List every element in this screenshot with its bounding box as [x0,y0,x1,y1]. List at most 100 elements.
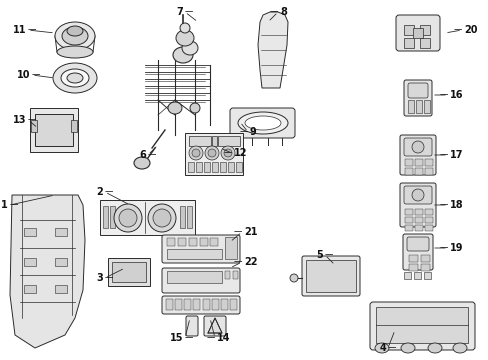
Polygon shape [10,195,85,348]
Bar [419,25,429,35]
Text: —: — [148,150,156,159]
Text: 15: 15 [169,333,183,343]
Bar [403,272,410,279]
FancyBboxPatch shape [369,302,474,350]
Bar [189,238,197,246]
Bar [408,255,417,262]
Text: 10: 10 [17,70,30,80]
Bar [415,100,421,113]
Text: —: — [105,188,113,197]
Bar [212,136,217,146]
FancyBboxPatch shape [302,256,359,296]
Bar [414,159,422,166]
Bar [184,133,243,175]
FancyBboxPatch shape [406,237,428,251]
Ellipse shape [190,103,200,113]
Text: 11: 11 [13,25,26,35]
Bar [424,209,432,215]
Bar [232,271,238,279]
Ellipse shape [148,204,176,232]
Ellipse shape [134,157,150,169]
FancyBboxPatch shape [162,268,240,293]
Ellipse shape [374,343,388,353]
Text: 7: 7 [176,7,183,17]
Text: 20: 20 [463,25,476,35]
Ellipse shape [411,141,423,153]
Bar [229,299,237,310]
Bar [221,299,227,310]
Ellipse shape [180,23,190,33]
Bar [305,260,355,292]
Bar [112,262,146,282]
Text: 8: 8 [280,7,286,17]
Bar [203,162,209,172]
Bar [35,114,73,146]
Text: —: — [184,8,193,17]
Ellipse shape [427,343,441,353]
Bar [424,168,432,175]
Bar [30,108,78,152]
Bar [404,225,412,231]
Bar [375,307,467,343]
Bar [202,299,209,310]
Bar [414,225,422,231]
Bar [224,271,229,279]
Bar [24,228,36,236]
Bar [414,209,422,215]
Bar [196,162,202,172]
Bar [165,299,173,310]
FancyBboxPatch shape [162,296,240,314]
Bar [407,100,413,113]
Text: 9: 9 [249,127,256,137]
Bar [103,206,108,228]
FancyBboxPatch shape [399,135,435,175]
Text: —: — [233,257,242,266]
Text: —: — [10,201,19,210]
Bar [187,162,194,172]
Text: 4: 4 [379,343,385,353]
Ellipse shape [153,209,171,227]
Bar [55,228,67,236]
Bar [24,285,36,293]
Text: 3: 3 [96,273,103,283]
Ellipse shape [207,149,216,157]
Bar [404,159,412,166]
Text: —: — [32,71,41,80]
Bar [24,258,36,266]
Bar [424,159,432,166]
FancyBboxPatch shape [162,235,240,263]
Bar [413,272,420,279]
Ellipse shape [55,22,95,50]
Ellipse shape [168,102,182,114]
Text: 21: 21 [244,227,257,237]
Ellipse shape [61,69,89,87]
Text: 12: 12 [234,148,247,158]
Bar [200,238,207,246]
Text: —: — [28,26,36,35]
Ellipse shape [114,204,142,232]
Bar [184,299,191,310]
Ellipse shape [244,116,281,130]
Ellipse shape [189,146,203,160]
Text: —: — [184,333,193,342]
Text: 5: 5 [316,250,323,260]
Bar [403,25,413,35]
Bar [403,38,413,48]
Bar [423,100,429,113]
Ellipse shape [400,343,414,353]
Text: 6: 6 [139,150,146,160]
Bar [414,217,422,223]
Text: —: — [439,243,447,252]
Text: —: — [387,343,396,352]
Bar [108,258,150,286]
Ellipse shape [452,343,466,353]
Bar [110,206,115,228]
Bar [408,264,417,271]
Ellipse shape [221,146,235,160]
Text: —: — [325,251,333,260]
Bar [209,238,218,246]
Bar [167,249,222,259]
Text: —: — [28,116,36,125]
Ellipse shape [192,149,200,157]
Text: 14: 14 [217,333,230,343]
